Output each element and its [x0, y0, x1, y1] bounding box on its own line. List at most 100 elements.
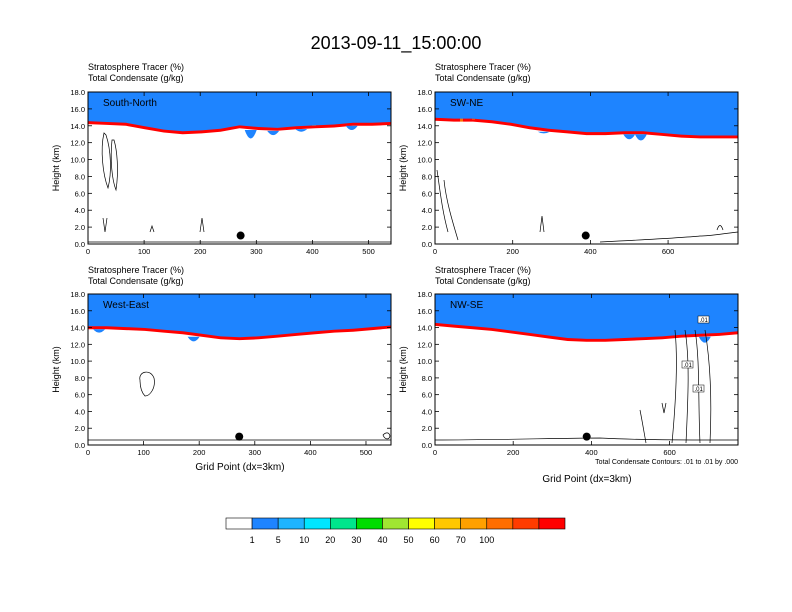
colorbar-box	[356, 517, 383, 530]
contour-note: Total Condensate Contours: .01 to .01 by…	[595, 459, 738, 466]
y-tick-label: 14.0	[70, 324, 85, 333]
y-tick-label: 16.0	[417, 307, 432, 316]
y-tick-label: 6.0	[75, 189, 85, 198]
tracer-band	[435, 92, 738, 136]
x-tick-label: 0	[433, 247, 437, 256]
tracer-dip	[187, 336, 200, 342]
colorbar-label: 20	[325, 535, 335, 545]
panel-3-field-label-1: Stratosphere Tracer (%)	[88, 265, 184, 275]
plot-frame	[434, 91, 739, 245]
x-tick-label: 0	[86, 448, 90, 457]
panel-south-north: 0.0 2.0 4.0 6.0 8.0 10.0 12.0 14.0 16.0 18.0 0 100 2…	[51, 88, 392, 256]
panel-name: West-East	[103, 300, 149, 311]
figure-title: 2013-09-11_15:00:00	[311, 33, 482, 54]
colorbar-box	[408, 517, 435, 530]
colorbar-label: 40	[377, 535, 387, 545]
colorbar-label: 100	[479, 535, 494, 545]
tracer-dip	[295, 129, 308, 132]
x-tick-label: 200	[194, 247, 207, 256]
tracer-dip	[623, 134, 636, 140]
y-tick-label: 4.0	[422, 407, 432, 416]
x-tick-label: 300	[249, 448, 262, 457]
colorbar-box	[303, 517, 331, 530]
y-tick-label: 6.0	[75, 391, 85, 400]
x-tick-label: 500	[360, 448, 373, 457]
panel-2-field-label-2: Total Condensate (g/kg)	[435, 73, 531, 83]
colorbar-box	[382, 517, 409, 530]
y-tick-label: 16.0	[70, 307, 85, 316]
y-tick-label: 4.0	[422, 206, 432, 215]
tracer-dip	[93, 329, 106, 333]
panel-name: NW-SE	[450, 300, 483, 311]
y-tick-label: 8.0	[422, 172, 432, 181]
tracer-dip	[698, 336, 711, 343]
y-tick-label: 16.0	[70, 105, 85, 114]
contour-label: .01	[695, 387, 704, 393]
panel-1-field-label-1: Stratosphere Tracer (%)	[88, 62, 184, 72]
tracer-field	[435, 294, 738, 445]
y-tick-label: 8.0	[422, 374, 432, 383]
y-tick-label: 18.0	[417, 290, 432, 299]
contour-lines	[88, 132, 739, 444]
tracer-field	[435, 92, 738, 244]
y-tick-label: 2.0	[75, 424, 85, 433]
y-axis-label: Height (km)	[398, 145, 408, 192]
location-marker	[581, 231, 590, 240]
y-tick-label: 0.0	[422, 441, 432, 450]
x-tick-label: 0	[433, 448, 437, 457]
panel-4-field-label-1: Stratosphere Tracer (%)	[435, 265, 531, 275]
panel-2-field-label-1: Stratosphere Tracer (%)	[435, 62, 531, 72]
x-tick-label: 400	[306, 247, 319, 256]
y-axis-label: Height (km)	[51, 145, 61, 192]
location-marker	[236, 231, 245, 240]
x-tick-label: 400	[584, 247, 597, 256]
y-tick-label: 4.0	[75, 407, 85, 416]
tracer-dip	[267, 130, 280, 136]
y-tick-label: 14.0	[70, 122, 85, 131]
y-axis-label: Height (km)	[51, 346, 61, 393]
location-marker	[582, 432, 591, 441]
y-tick-label: 0.0	[75, 240, 85, 249]
panel-west-east: 0.0 2.0 4.0 6.0 8.0 10.0 12.0 14.0 16.0 18.0 0 100 2…	[51, 290, 392, 457]
colorbar-label: 5	[276, 535, 281, 545]
plot-frame	[87, 293, 392, 446]
x-tick-label: 100	[138, 247, 151, 256]
colorbar-label: 10	[299, 535, 309, 545]
x-tick-label: 400	[585, 448, 598, 457]
x-tick-label: 300	[250, 247, 263, 256]
colorbar-box	[251, 517, 279, 530]
colorbar: 1 5 10 20 30 40 50 60 70 100	[225, 517, 566, 545]
x-tick-label: 200	[506, 247, 519, 256]
y-tick-label: 10.0	[70, 156, 85, 165]
colorbar-box	[486, 517, 514, 530]
y-tick-label: 10.0	[70, 357, 85, 366]
tracer-band	[88, 92, 391, 132]
panel-name: South-North	[103, 98, 157, 109]
tracer-dip	[244, 130, 257, 139]
panel-3-field-label-2: Total Condensate (g/kg)	[88, 276, 184, 286]
panel-name: SW-NE	[450, 98, 483, 109]
y-tick-label: 10.0	[417, 357, 432, 366]
contour-label: .01	[684, 363, 693, 369]
x-tick-label: 200	[507, 448, 520, 457]
colorbar-label: 60	[430, 535, 440, 545]
tracer-free-region	[435, 120, 738, 244]
colorbar-label: 70	[456, 535, 466, 545]
y-tick-label: 12.0	[417, 139, 432, 148]
y-tick-label: 12.0	[70, 139, 85, 148]
colorbar-box	[277, 517, 305, 530]
colorbar-box	[512, 517, 540, 530]
colorbar-box	[434, 517, 461, 530]
tracer-band	[88, 294, 391, 338]
panel-1-field-label-2: Total Condensate (g/kg)	[88, 73, 184, 83]
y-tick-label: 16.0	[417, 105, 432, 114]
colorbar-label: 1	[250, 535, 255, 545]
y-tick-label: 4.0	[75, 206, 85, 215]
y-tick-label: 18.0	[70, 88, 85, 97]
y-tick-label: 10.0	[417, 156, 432, 165]
x-axis-label-right: Grid Point (dx=3km)	[542, 474, 631, 485]
y-tick-label: 12.0	[70, 340, 85, 349]
y-tick-label: 8.0	[75, 374, 85, 383]
y-tick-label: 2.0	[422, 424, 432, 433]
